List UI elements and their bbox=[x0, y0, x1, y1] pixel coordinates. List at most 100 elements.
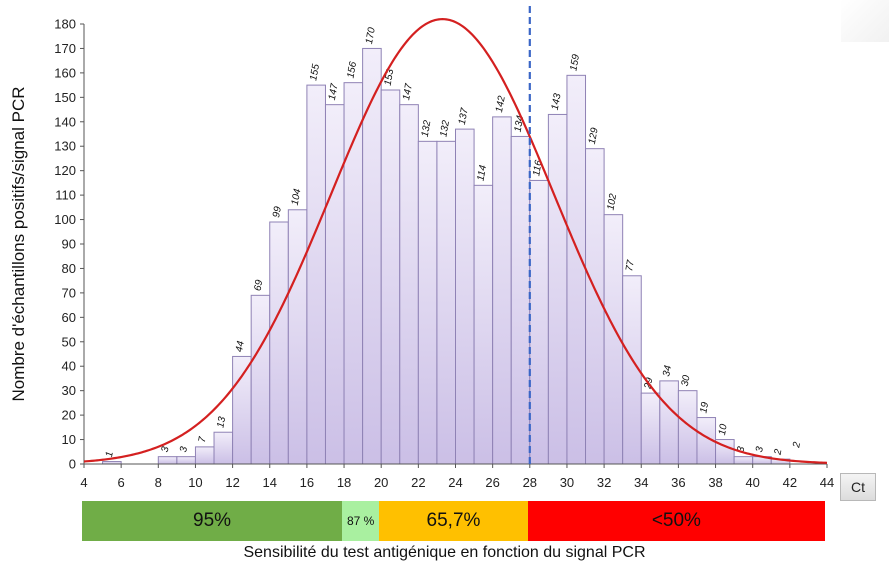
x-tick-label-6: 6 bbox=[118, 475, 125, 490]
sensitivity-band-1: 95% bbox=[82, 501, 343, 541]
bar-value-label-ct-22: 132 bbox=[420, 119, 434, 138]
bar-value-label-ct-9: 3 bbox=[178, 445, 190, 453]
y-tick-label-30: 30 bbox=[62, 383, 76, 398]
bar-value-label-ct-26: 142 bbox=[494, 95, 508, 114]
y-tick-label-20: 20 bbox=[62, 408, 76, 423]
gaussian-fit-curve bbox=[83, 18, 828, 464]
sensitivity-band-3: 65,7% bbox=[379, 501, 528, 541]
histogram-bar-ct-22 bbox=[417, 140, 438, 465]
x-tick-label-40: 40 bbox=[745, 475, 759, 490]
y-tick-label-60: 60 bbox=[62, 310, 76, 325]
histogram-bar-ct-9 bbox=[176, 456, 196, 465]
histogram-bar-ct-25 bbox=[473, 184, 494, 465]
y-tick-label-100: 100 bbox=[54, 212, 76, 227]
x-tick-label-14: 14 bbox=[263, 475, 277, 490]
bar-value-label-ct-29: 143 bbox=[550, 92, 564, 111]
x-axis-unit-label: Ct bbox=[840, 473, 876, 501]
y-axis-title: Nombre d'échantillons positifs/signal PC… bbox=[9, 86, 28, 401]
histogram-bar-ct-39 bbox=[733, 456, 754, 465]
histogram-bar-ct-15 bbox=[287, 209, 308, 465]
bar-value-label-ct-8: 3 bbox=[160, 445, 172, 453]
histogram-bars bbox=[102, 47, 791, 465]
y-tick-label-130: 130 bbox=[54, 139, 76, 154]
y-tick-label-180: 180 bbox=[54, 17, 76, 32]
y-tick-label-50: 50 bbox=[62, 334, 76, 349]
bar-value-label-ct-16: 155 bbox=[308, 63, 322, 82]
bar-value-label-ct-37: 19 bbox=[698, 401, 711, 414]
x-tick-label-22: 22 bbox=[411, 475, 425, 490]
bar-value-label-ct-14: 99 bbox=[271, 205, 284, 218]
y-tick-label-140: 140 bbox=[54, 114, 76, 129]
bar-value-label-ct-36: 30 bbox=[680, 374, 693, 387]
y-tick-label-170: 170 bbox=[54, 41, 76, 56]
bar-value-label-ct-11: 13 bbox=[215, 415, 228, 428]
x-tick-label-38: 38 bbox=[708, 475, 722, 490]
bar-value-label-ct-25: 114 bbox=[475, 164, 489, 182]
sensitivity-band-2: 87 % bbox=[342, 501, 380, 541]
bar-value-label-ct-19: 170 bbox=[364, 26, 378, 45]
x-tick-label-32: 32 bbox=[597, 475, 611, 490]
histogram-bar-ct-11 bbox=[213, 431, 234, 465]
y-tick-label-160: 160 bbox=[54, 65, 76, 80]
histogram-bar-ct-34 bbox=[640, 392, 661, 465]
bar-value-label-ct-17: 147 bbox=[327, 82, 341, 101]
x-tick-label-20: 20 bbox=[374, 475, 388, 490]
y-tick-label-120: 120 bbox=[54, 163, 76, 178]
histogram-bar-ct-26 bbox=[492, 116, 512, 465]
histogram-bar-ct-16 bbox=[306, 84, 326, 465]
bar-value-label-ct-18: 156 bbox=[345, 60, 359, 79]
x-tick-label-44: 44 bbox=[820, 475, 834, 490]
bar-value-label-ct-12: 44 bbox=[234, 340, 247, 353]
bar-value-label-ct-42: 2 bbox=[791, 441, 803, 450]
x-tick-label-26: 26 bbox=[485, 475, 499, 490]
bar-value-label-ct-10: 7 bbox=[197, 436, 209, 444]
x-tick-label-8: 8 bbox=[155, 475, 162, 490]
histogram-bar-ct-8 bbox=[157, 456, 178, 465]
histogram-bar-ct-23 bbox=[436, 140, 456, 465]
bar-value-label-ct-33: 77 bbox=[624, 259, 637, 272]
histogram-bar-ct-29 bbox=[547, 113, 568, 465]
bar-value-label-ct-15: 104 bbox=[290, 188, 304, 207]
x-tick-label-4: 4 bbox=[80, 475, 87, 490]
bar-value-label-ct-41: 2 bbox=[773, 448, 785, 457]
x-tick-label-16: 16 bbox=[300, 475, 314, 490]
sensitivity-band-4: <50% bbox=[527, 501, 825, 541]
bar-value-label-ct-31: 129 bbox=[587, 126, 601, 145]
y-tick-label-70: 70 bbox=[62, 285, 76, 300]
histogram-bar-ct-27 bbox=[510, 135, 531, 465]
histogram-bar-ct-12 bbox=[232, 355, 252, 465]
histogram-bar-ct-35 bbox=[659, 380, 679, 465]
bar-value-label-ct-13: 69 bbox=[253, 279, 266, 292]
x-tick-label-18: 18 bbox=[337, 475, 351, 490]
x-tick-label-30: 30 bbox=[560, 475, 574, 490]
bar-value-label-ct-38: 10 bbox=[717, 423, 730, 436]
bar-value-label-ct-24: 137 bbox=[457, 107, 471, 126]
histogram-bar-ct-17 bbox=[324, 104, 345, 465]
x-tick-label-10: 10 bbox=[188, 475, 202, 490]
x-tick-label-24: 24 bbox=[448, 475, 462, 490]
x-tick-label-28: 28 bbox=[523, 475, 537, 490]
bar-value-label-ct-23: 132 bbox=[438, 119, 452, 138]
histogram-bar-ct-10 bbox=[194, 446, 215, 465]
histogram-bar-ct-13 bbox=[250, 294, 271, 465]
histogram-bar-ct-31 bbox=[585, 148, 605, 465]
histogram-bar-ct-30 bbox=[566, 74, 587, 465]
y-tick-label-10: 10 bbox=[62, 432, 76, 447]
bar-value-label-ct-35: 34 bbox=[661, 364, 674, 377]
x-tick-label-12: 12 bbox=[225, 475, 239, 490]
x-tick-label-34: 34 bbox=[634, 475, 648, 490]
y-tick-label-80: 80 bbox=[62, 261, 76, 276]
axes: 0102030405060708090100110120130140150160… bbox=[54, 17, 834, 491]
y-tick-label-90: 90 bbox=[62, 237, 76, 252]
corner-decoration bbox=[841, 0, 889, 42]
histogram-bar-ct-36 bbox=[677, 390, 698, 465]
x-tick-label-42: 42 bbox=[783, 475, 797, 490]
bar-value-label-ct-30: 159 bbox=[568, 53, 582, 72]
y-tick-label-150: 150 bbox=[54, 90, 76, 105]
histogram-bar-ct-21 bbox=[399, 104, 419, 465]
y-tick-label-40: 40 bbox=[62, 359, 76, 374]
histogram-bar-ct-24 bbox=[455, 128, 475, 465]
bar-value-label-ct-21: 147 bbox=[401, 82, 415, 101]
bar-value-label-ct-32: 102 bbox=[606, 192, 620, 211]
